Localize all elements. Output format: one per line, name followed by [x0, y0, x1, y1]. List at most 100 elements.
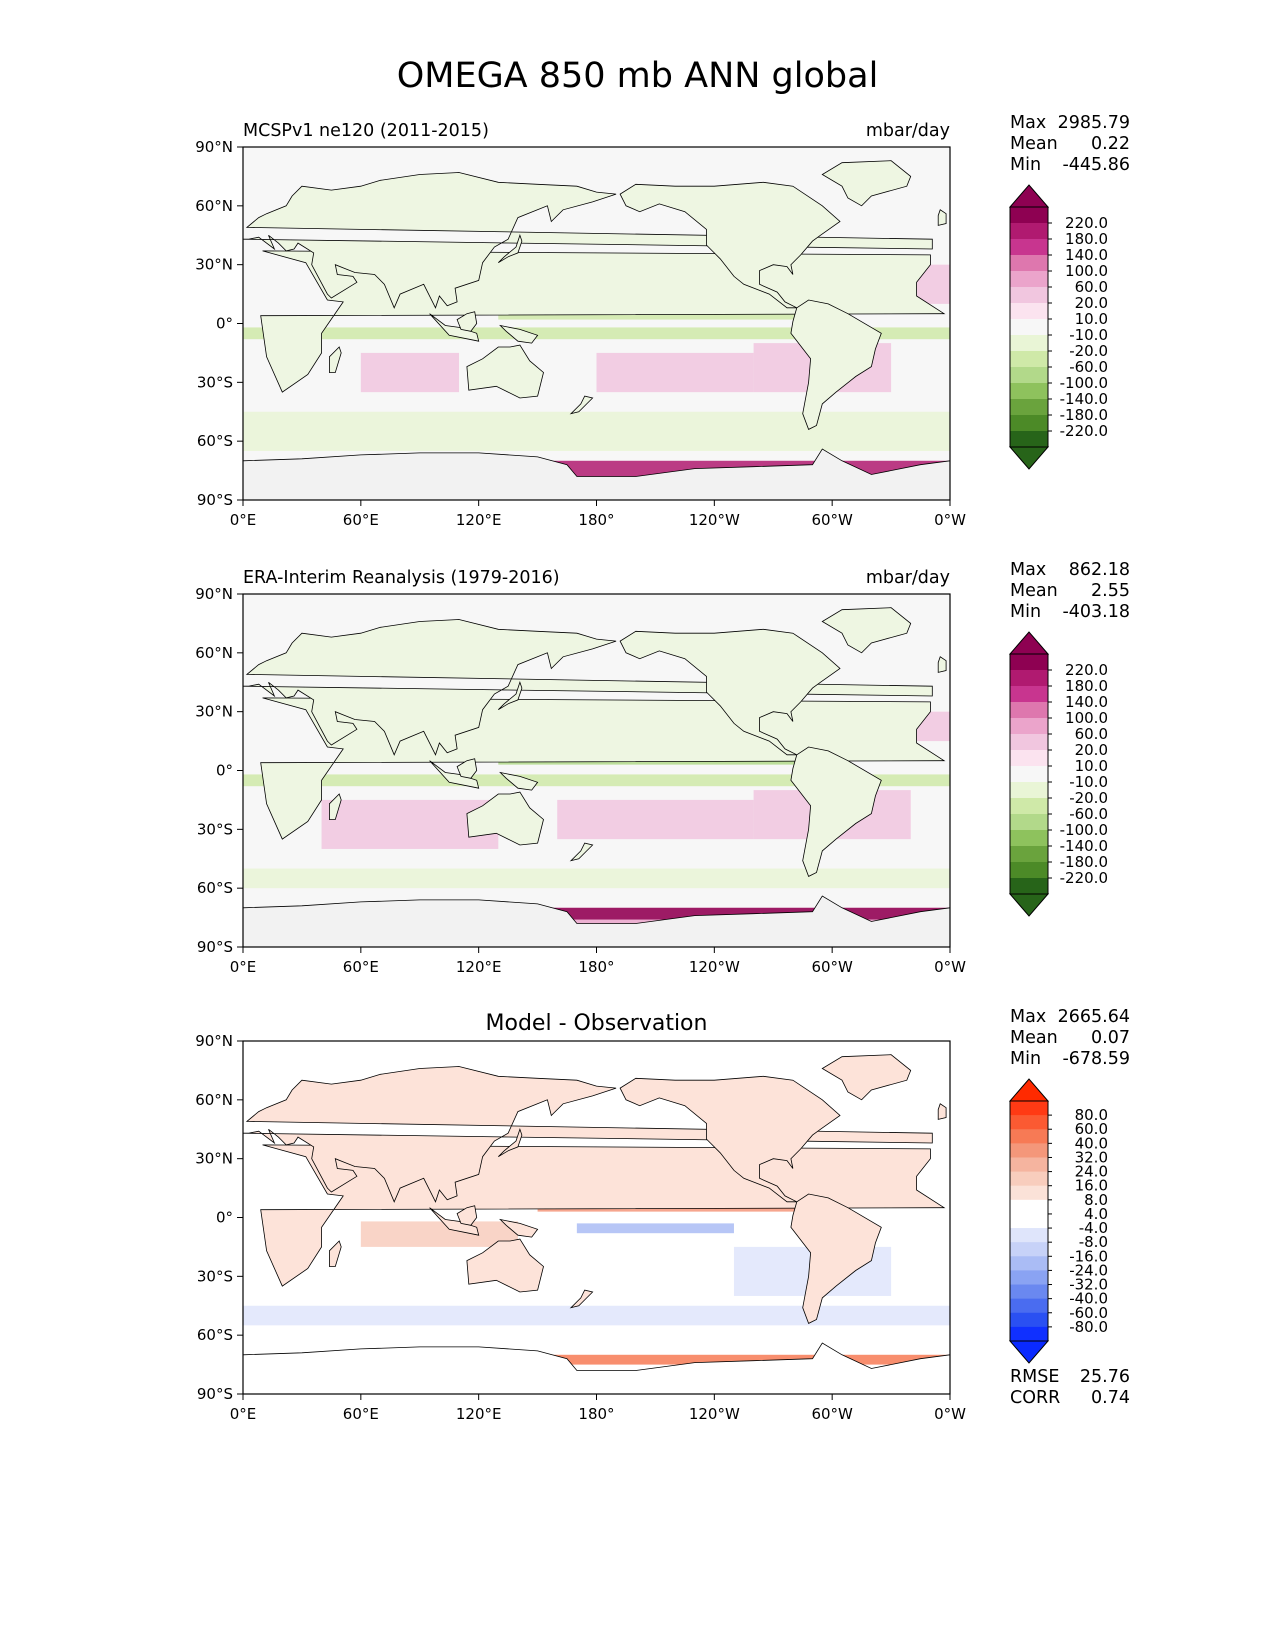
coastline-australia — [466, 791, 544, 846]
colorbar-tick-label: -60.0 — [1069, 1304, 1108, 1322]
colorbar-segment — [1010, 351, 1048, 368]
colorbar-segment — [1010, 1256, 1048, 1271]
coastline-borneo — [456, 311, 478, 332]
colorbar-tick-label: 10.0 — [1075, 757, 1108, 775]
field-band — [243, 907, 950, 920]
coastline-australia — [466, 1238, 544, 1293]
panel-title: Model - Observation — [486, 1011, 708, 1036]
x-tick-label: 60°E — [343, 958, 379, 976]
colorbar-segment — [1010, 367, 1048, 384]
y-tick-label: 30°N — [195, 1150, 233, 1168]
coastline-greenland — [821, 607, 912, 654]
field-band — [360, 1221, 518, 1247]
colorbar-tick-label: 180.0 — [1065, 230, 1108, 248]
colorbar-tick-label: 60.0 — [1075, 278, 1108, 296]
y-tick-label: 60°S — [197, 432, 233, 450]
colorbar-tick-label: 100.0 — [1065, 709, 1108, 727]
field-band — [243, 868, 950, 889]
panel-svg: 0°E 60°E 120°E 180° 120°W 60°W 0°W 90°N 60°N 30°N… — [195, 560, 1130, 976]
x-tick-label: 120°E — [456, 1405, 502, 1423]
colorbar-segment — [1010, 830, 1048, 847]
colorbar-tick-label: 20.0 — [1075, 294, 1108, 312]
field-band — [243, 1354, 950, 1365]
coastline-australia — [466, 344, 544, 399]
field-band — [596, 352, 754, 393]
extra-stat-value: 25.76 — [1080, 1367, 1130, 1387]
colorbar-tick-label: 140.0 — [1065, 246, 1108, 264]
y-tick-label: 60°N — [195, 1091, 233, 1109]
colorbar-tick-label: -8.0 — [1079, 1233, 1108, 1251]
y-tick-label: 90°S — [197, 1385, 233, 1403]
panel-observation: 0°E 60°E 120°E 180° 120°W 60°W 0°W 90°N 60°N 30°N… — [0, 557, 1275, 997]
y-tick-label: 60°S — [197, 879, 233, 897]
colorbar-tick-label: -32.0 — [1069, 1276, 1108, 1294]
x-tick-label: 120°E — [456, 511, 502, 529]
field-band — [243, 327, 950, 340]
coastline-madagascar — [328, 793, 342, 820]
colorbar-tick-label: 100.0 — [1065, 262, 1108, 280]
coastline-eurasia — [243, 1066, 933, 1203]
colorbar-tick-label: 10.0 — [1075, 310, 1108, 328]
coastline-indonesia — [429, 313, 480, 342]
colorbar-extend-bottom — [1008, 1340, 1050, 1364]
coastline-japan — [498, 234, 523, 264]
x-tick-label: 60°W — [811, 1405, 853, 1423]
colorbar-segment — [1010, 782, 1048, 799]
x-tick-label: 120°W — [689, 958, 740, 976]
colorbar-segment — [1010, 862, 1048, 879]
x-tick-label: 0°E — [230, 958, 257, 976]
stat-label: Min — [1010, 1049, 1041, 1069]
coastline-indonesia — [429, 1207, 480, 1236]
y-tick-label: 90°S — [197, 938, 233, 956]
coastline-greenland — [821, 160, 912, 207]
y-tick-label: 90°N — [195, 1032, 233, 1050]
y-tick-label: 30°S — [197, 1267, 233, 1285]
y-tick-label: 30°S — [197, 820, 233, 838]
colorbar-tick-label: -100.0 — [1060, 374, 1108, 392]
stat-value: -445.86 — [1062, 155, 1130, 175]
x-tick-label: 60°W — [811, 511, 853, 529]
colorbar-segment — [1010, 1185, 1048, 1201]
coastline-borneo — [456, 758, 478, 779]
stat-value: 2665.64 — [1058, 1007, 1130, 1027]
coastline-uk — [937, 656, 947, 673]
y-tick-label: 0° — [216, 1209, 233, 1227]
coastline-madagascar — [328, 1240, 342, 1267]
x-tick-label: 0°W — [934, 1405, 966, 1423]
colorbar-tick-label: -40.0 — [1069, 1290, 1108, 1308]
coastline-samerica — [790, 1193, 882, 1324]
colorbar-tick-label: 180.0 — [1065, 677, 1108, 695]
field-band — [360, 352, 460, 393]
y-tick-label: 60°N — [195, 197, 233, 215]
x-tick-label: 0°W — [934, 511, 966, 529]
colorbar-segment — [1010, 431, 1048, 448]
stat-value: 0.07 — [1091, 1028, 1130, 1048]
x-tick-label: 0°E — [230, 1405, 257, 1423]
coastline-eurasia — [243, 619, 933, 756]
stat-value: 862.18 — [1069, 560, 1130, 580]
colorbar-segment — [1010, 1115, 1048, 1130]
panel-model: 0°E 60°E 120°E 180° 120°W 60°W 0°W 90°N 60°N 30°N… — [0, 110, 1275, 550]
x-tick-label: 0°E — [230, 511, 257, 529]
stat-label: Mean — [1010, 581, 1058, 601]
colorbar-segment — [1010, 702, 1048, 719]
colorbar-segment — [1010, 1199, 1048, 1215]
colorbar-segment — [1010, 718, 1048, 735]
coastline-samerica — [790, 746, 882, 877]
colorbar-tick-label: 60.0 — [1075, 725, 1108, 743]
stat-value: -678.59 — [1062, 1049, 1130, 1069]
coastline-nz — [569, 1289, 594, 1309]
colorbar-segment — [1010, 223, 1048, 240]
y-tick-label: 0° — [216, 315, 233, 333]
y-tick-label: 90°N — [195, 138, 233, 156]
coastline-greenland — [821, 1054, 912, 1101]
colorbar-segment — [1010, 287, 1048, 304]
colorbar-segment — [1010, 878, 1048, 895]
field-band — [243, 411, 950, 451]
y-tick-label: 0° — [216, 762, 233, 780]
colorbar-tick-label: 20.0 — [1075, 741, 1108, 759]
colorbar-segment — [1010, 766, 1048, 783]
colorbar-tick-label: 32.0 — [1075, 1148, 1108, 1166]
x-tick-label: 60°E — [343, 511, 379, 529]
colorbar-extend-bottom — [1008, 446, 1050, 470]
